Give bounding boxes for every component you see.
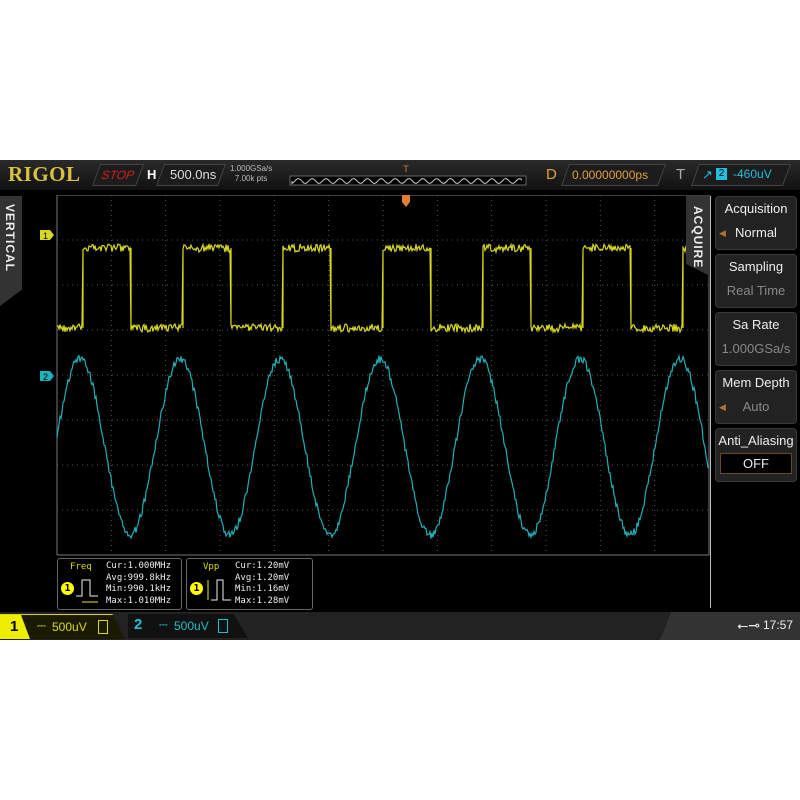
svg-text:1: 1 — [43, 231, 48, 241]
delay-value: 0.00000000ps — [572, 168, 648, 182]
menu-value: Real Time — [716, 283, 796, 298]
ch2-scale: 500uV — [174, 619, 209, 633]
memory-points: 7.00k pts — [230, 174, 272, 184]
memory-overview[interactable]: T — [288, 164, 528, 186]
trigger-level: -460uV — [733, 167, 772, 181]
measure-min: Min:1.16mV — [235, 584, 289, 596]
bottom-bar: 1 ⎓ 500uV 2 ⎓ 500uV ⭠⊸ 17:57 — [0, 612, 800, 640]
measure-max: Max:1.28mV — [235, 596, 289, 608]
measure-min: Min:990.1kHz — [106, 584, 171, 596]
menu-label: Mem Depth — [716, 375, 796, 390]
menu-value: Auto — [716, 399, 796, 414]
trigger-position-icon — [402, 195, 410, 207]
menu-label: Sa Rate — [716, 317, 796, 332]
ch1-number: 1 — [10, 618, 18, 635]
waveform-grid: 1 2 — [40, 195, 712, 560]
ch1-marker[interactable]: 1 — [40, 230, 54, 241]
acq-info: 1.000GSa/s 7.00k pts — [230, 164, 272, 184]
delay-label: D — [546, 166, 557, 183]
ch2-settings[interactable]: 2 ⎓ 500uV — [128, 614, 248, 638]
menu-mem-depth[interactable]: Mem Depth Auto ◀ — [715, 370, 797, 424]
trigger-position-marker: T — [403, 164, 409, 174]
usb-icon: ⭠⊸ — [737, 617, 760, 634]
measure-avg: Avg:1.20mV — [235, 573, 289, 585]
menu-value: 1.000GSa/s — [716, 341, 796, 356]
clock: 17:57 — [763, 618, 793, 632]
svg-text:2: 2 — [43, 372, 48, 382]
menu-value: OFF — [720, 453, 792, 474]
ch1-bandwidth-icon — [98, 620, 108, 634]
timebase-value: 500.0ns — [170, 167, 216, 182]
top-status-bar: RIGOL STOP H 500.0ns 1.000GSa/s 7.00k pts… — [0, 160, 800, 190]
rising-edge-icon: ↗ — [702, 167, 713, 183]
menu-label: Anti_Aliasing — [716, 433, 796, 448]
ch1-settings[interactable]: 1 ⎓ 500uV — [0, 614, 125, 639]
vpp-icon — [205, 574, 233, 606]
trigger-label: T — [676, 166, 685, 183]
horizontal-label: H — [147, 167, 156, 182]
oscilloscope-screen: RIGOL STOP H 500.0ns 1.000GSa/s 7.00k pts… — [0, 160, 800, 640]
acquire-menu-tab: ACQUIRE — [686, 196, 710, 276]
measure-source: 1 — [61, 582, 74, 595]
run-stop-status[interactable]: STOP — [92, 164, 144, 186]
freq-icon — [76, 574, 104, 606]
measure-cur: Cur:1.000MHz — [106, 561, 171, 573]
menu-sa-rate[interactable]: Sa Rate 1.000GSa/s — [715, 312, 797, 366]
measure-avg: Avg:999.8kHz — [106, 573, 171, 585]
ch1-scale: 500uV — [52, 620, 87, 634]
ch1-coupling-icon: ⎓ — [37, 620, 46, 633]
vertical-tab[interactable]: VERTICAL — [0, 196, 22, 306]
menu-arrow-icon: ◀ — [719, 402, 726, 413]
menu-acquisition[interactable]: Acquisition Normal ◀ — [715, 196, 797, 250]
menu-sampling[interactable]: Sampling Real Time — [715, 254, 797, 308]
measure-max: Max:1.010MHz — [106, 596, 171, 608]
menu-label: Sampling — [716, 259, 796, 274]
ch2-number: 2 — [134, 616, 142, 633]
sample-rate: 1.000GSa/s — [230, 164, 272, 174]
freq-measurement[interactable]: Freq 1 Cur:1.000MHz Avg:999.8kHz Min:990.1… — [57, 558, 182, 610]
brand-logo: RIGOL — [8, 162, 81, 187]
measure-source: 1 — [190, 582, 203, 595]
menu-label: Acquisition — [716, 201, 796, 216]
ch2-waveform — [57, 356, 709, 539]
menu-value: Normal — [716, 225, 796, 240]
measure-name: Freq — [70, 562, 92, 572]
trigger-source: 2 — [716, 168, 727, 180]
measure-name: Vpp — [203, 562, 219, 572]
acquire-menu: Acquisition Normal ◀ Sampling Real Time Sa Ra… — [710, 196, 800, 608]
menu-anti-aliasing[interactable]: Anti_Aliasing OFF — [715, 428, 797, 482]
vpp-measurement[interactable]: Vpp 1 Cur:1.20mV Avg:1.20mV Min:1.16mV Max:… — [186, 558, 313, 610]
ch2-bandwidth-icon — [218, 619, 228, 633]
ch2-marker[interactable]: 2 — [40, 371, 54, 382]
menu-arrow-icon: ◀ — [719, 228, 726, 239]
ch1-waveform — [57, 244, 709, 332]
ch2-coupling-icon: ⎓ — [159, 619, 168, 632]
measure-cur: Cur:1.20mV — [235, 561, 289, 573]
